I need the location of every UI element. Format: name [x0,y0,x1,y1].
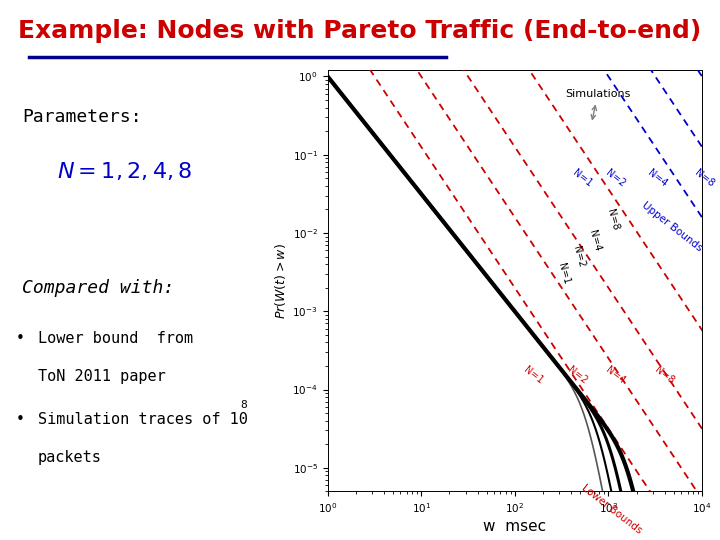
Text: Lower Bounds: Lower Bounds [580,482,644,535]
Text: N=2: N=2 [604,167,627,189]
Text: N=4: N=4 [604,365,627,386]
Text: Simulation traces of 10: Simulation traces of 10 [38,411,248,427]
Text: N=1: N=1 [556,262,571,286]
Text: N=2: N=2 [566,365,589,387]
Text: N=4: N=4 [587,229,603,252]
Text: Simulations: Simulations [565,89,631,119]
Text: packets: packets [38,450,102,465]
Text: $N = 1, 2, 4, 8$: $N = 1, 2, 4, 8$ [57,160,192,182]
Text: N=1: N=1 [571,167,594,189]
Text: N=8: N=8 [605,207,620,231]
Text: 8: 8 [240,400,246,410]
Text: N=8: N=8 [653,365,676,386]
Text: Parameters:: Parameters: [22,107,142,126]
X-axis label: w  msec: w msec [483,519,546,534]
Text: N=1: N=1 [522,365,546,386]
Text: ToN 2011 paper: ToN 2011 paper [38,369,166,384]
Text: N=4: N=4 [646,167,669,189]
Y-axis label: $Pr(W(t) > w)$: $Pr(W(t) > w)$ [273,243,288,319]
Text: Upper Bounds: Upper Bounds [641,200,705,253]
Text: Compared with:: Compared with: [22,279,174,296]
Text: Example: Nodes with Pareto Traffic (End-to-end): Example: Nodes with Pareto Traffic (End-… [19,19,701,43]
Text: •: • [16,411,24,427]
Text: Lower bound  from: Lower bound from [38,331,193,346]
Text: •: • [16,331,24,346]
Text: N=2: N=2 [571,245,586,268]
Text: N=8: N=8 [693,167,716,189]
